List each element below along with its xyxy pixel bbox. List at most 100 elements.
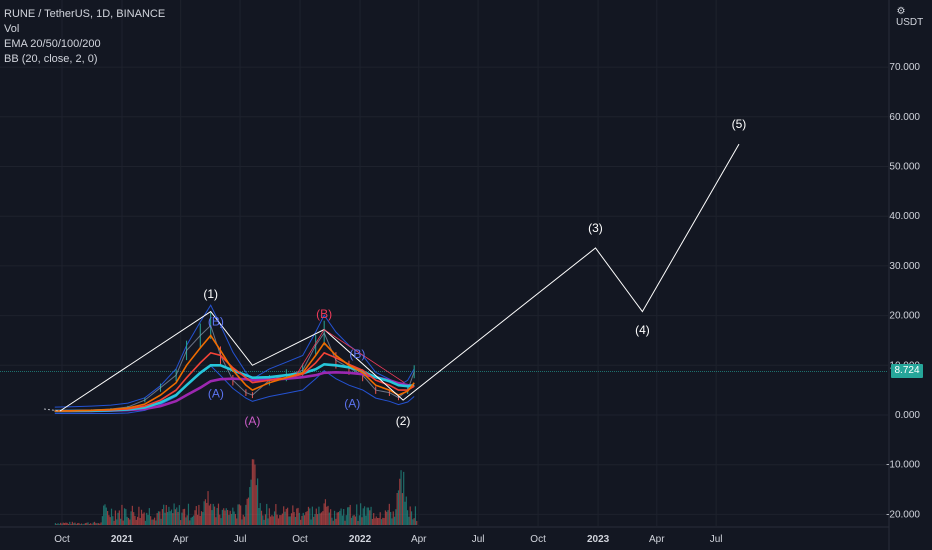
volume-bar — [285, 508, 287, 525]
volume-bar — [120, 518, 122, 525]
volume-bar — [242, 514, 244, 525]
volume-bar — [70, 524, 72, 525]
volume-bar — [395, 509, 397, 525]
volume-bar — [112, 516, 114, 525]
volume-bar — [142, 513, 144, 525]
volume-bar — [245, 504, 247, 525]
volume-bar — [197, 514, 199, 525]
volume-bar — [62, 522, 64, 525]
volume-bar — [279, 515, 281, 525]
volume-bar — [318, 506, 320, 525]
wave-b-lines — [295, 328, 405, 384]
volume-bar — [100, 522, 102, 525]
volume-bar — [378, 517, 380, 525]
volume-bar — [330, 509, 332, 525]
volume-bar — [360, 503, 362, 525]
volume-bar — [273, 511, 276, 525]
indicator-vol[interactable]: Vol — [4, 23, 20, 35]
volume-bar — [412, 519, 414, 525]
volume-bar — [69, 521, 71, 525]
volume-bar — [133, 512, 135, 525]
volume-bar — [388, 503, 390, 525]
volume-bar — [383, 518, 385, 525]
volume-bar — [384, 510, 387, 525]
volume-bar — [264, 514, 267, 525]
volume-bar — [96, 523, 98, 525]
volume-bar — [82, 524, 84, 525]
volume-bar — [178, 505, 180, 525]
volume-bar — [340, 508, 342, 525]
volume-bar — [78, 522, 80, 525]
volume-bar — [146, 512, 148, 525]
volume-bar — [187, 503, 190, 525]
volume-bar — [408, 516, 410, 525]
volume-bar — [160, 518, 162, 525]
volume-bar — [324, 499, 327, 525]
volume-bar — [315, 508, 317, 525]
volume-bar — [374, 518, 376, 525]
x-tick-label: Oct — [54, 534, 70, 545]
volume-bar — [367, 507, 370, 525]
settings-icon[interactable]: ⚙ — [896, 6, 906, 17]
volume-bar — [223, 508, 225, 525]
volume-bar — [343, 509, 345, 525]
volume-bar — [129, 519, 131, 525]
x-tick-label: Jul — [472, 534, 485, 545]
volume-bar — [198, 504, 200, 525]
volume-bar — [337, 512, 340, 525]
volume-bar — [259, 503, 261, 525]
volume-bar — [399, 478, 401, 525]
volume-bar — [314, 514, 316, 525]
wave-label: (A) — [208, 387, 224, 401]
indicator-bb[interactable]: BB (20, close, 2, 0) — [4, 53, 98, 65]
symbol-title[interactable]: RUNE / TetherUS, 1D, BINANCE — [4, 8, 166, 20]
x-tick-label: 2022 — [349, 534, 372, 545]
volume-bar — [348, 507, 350, 525]
volume-bar — [137, 516, 139, 525]
volume-bar — [349, 504, 351, 525]
volume-bar — [74, 522, 76, 525]
wave-label: (B) — [208, 315, 224, 329]
volume-bar — [323, 503, 325, 525]
volume-bar — [181, 512, 183, 525]
volume-bar — [380, 519, 383, 525]
volume-bar — [410, 511, 413, 525]
volume-bar — [107, 511, 109, 525]
volume-bar — [57, 523, 59, 525]
volume-bar — [356, 504, 358, 525]
volume-bar — [379, 512, 381, 525]
volume-bar — [224, 510, 226, 525]
volume-bar — [147, 514, 149, 525]
volume-bar — [331, 517, 333, 525]
volume-bar — [215, 517, 217, 525]
volume-bar — [177, 511, 179, 525]
volume-bar — [163, 504, 165, 525]
currency-selector[interactable]: ⚙ USDT — [896, 6, 932, 28]
volume-bar — [327, 505, 329, 525]
volume-bar — [336, 512, 338, 525]
volume-bar — [63, 523, 66, 525]
volume-bar — [386, 511, 388, 525]
volume-bar — [400, 470, 402, 525]
volume-bar — [220, 518, 222, 525]
y-tick-label: 20.000 — [889, 311, 920, 322]
indicator-ema[interactable]: EMA 20/50/100/200 — [4, 38, 101, 50]
currency-label: USDT — [896, 17, 924, 28]
volume-bar — [237, 504, 239, 525]
y-tick-label: 40.000 — [889, 211, 920, 222]
x-tick-label: Jul — [710, 534, 723, 545]
y-tick-label: 70.000 — [889, 62, 920, 73]
volume-bar — [370, 506, 372, 525]
volume-bar — [101, 516, 103, 525]
volume-bar — [257, 478, 259, 525]
volume-bar — [212, 503, 214, 525]
volume-bar — [413, 518, 415, 525]
volume-bar — [155, 520, 157, 525]
volume-bar — [151, 519, 153, 525]
volume-bar — [363, 506, 366, 525]
volume-bar — [311, 506, 313, 525]
volume-bar — [350, 517, 353, 525]
volume-bar — [152, 519, 154, 525]
volume-bar — [365, 515, 367, 525]
